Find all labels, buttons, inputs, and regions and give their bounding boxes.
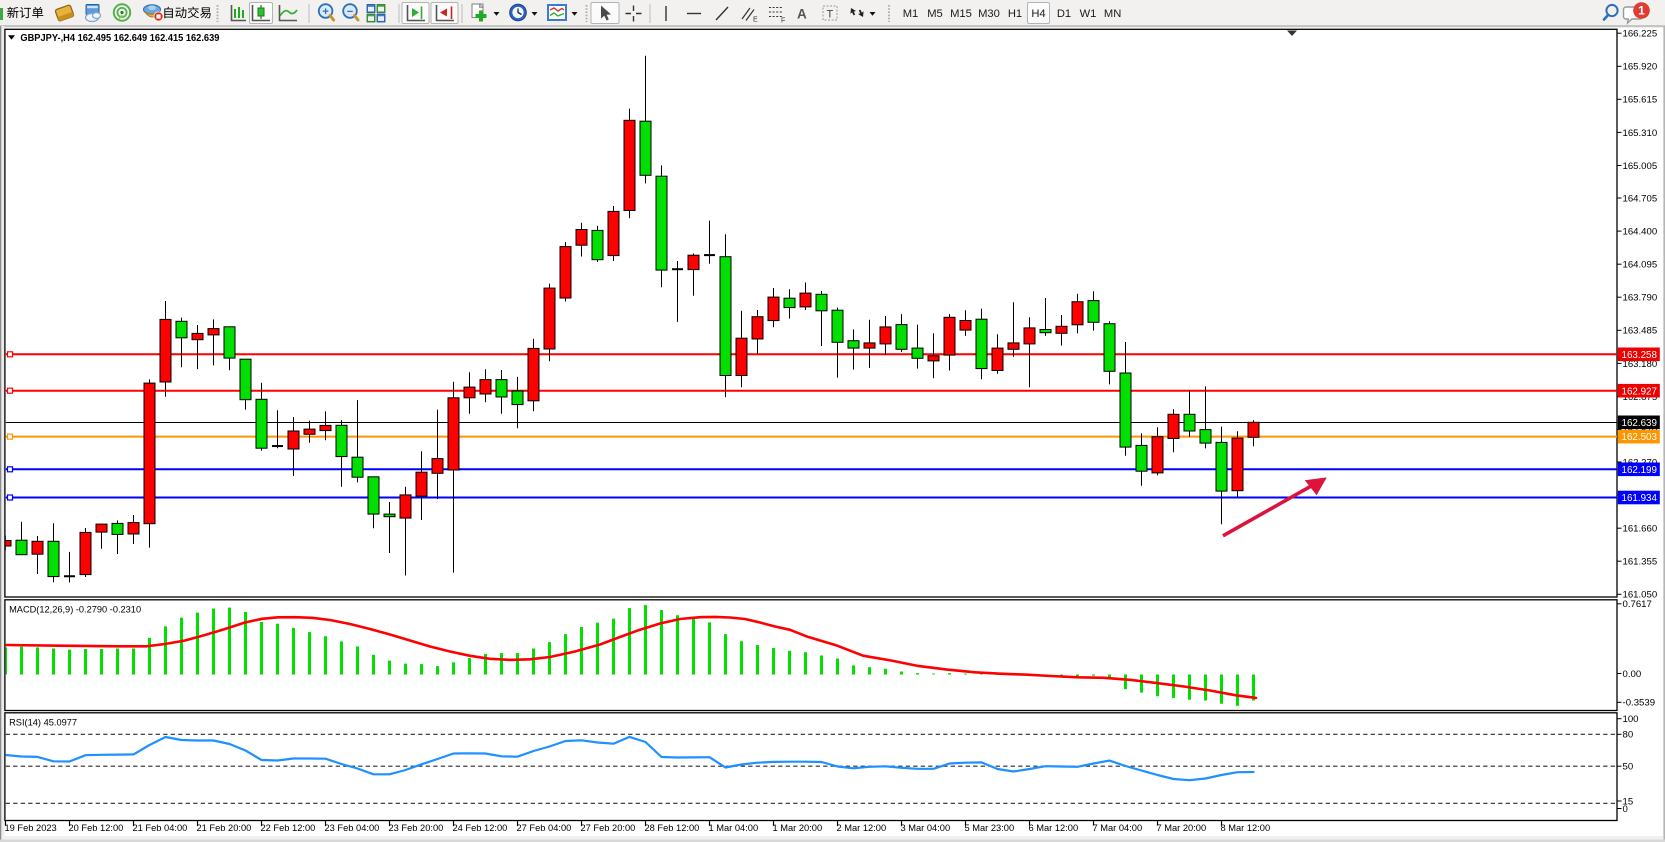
svg-text:165.005: 165.005 — [1623, 161, 1658, 172]
svg-text:161.660: 161.660 — [1623, 524, 1658, 535]
svg-text:162.503: 162.503 — [1622, 432, 1658, 443]
svg-text:7 Mar 20:00: 7 Mar 20:00 — [1157, 823, 1207, 833]
svg-text:8 Mar 12:00: 8 Mar 12:00 — [1221, 823, 1271, 833]
svg-text:T: T — [827, 9, 834, 21]
svg-text:50: 50 — [1623, 762, 1634, 773]
svg-text:M1: M1 — [903, 8, 919, 20]
svg-text:163.180: 163.180 — [1623, 359, 1658, 370]
svg-text:F: F — [781, 18, 785, 25]
svg-text:162.639: 162.639 — [1622, 418, 1657, 429]
svg-text:100: 100 — [1623, 714, 1639, 725]
svg-text:161.934: 161.934 — [1622, 493, 1658, 504]
svg-text:M30: M30 — [978, 8, 1000, 20]
svg-text:15: 15 — [1623, 796, 1634, 807]
svg-text:162.199: 162.199 — [1622, 465, 1657, 476]
svg-text:MACD(12,26,9) -0.2790 -0.2310: MACD(12,26,9) -0.2790 -0.2310 — [9, 603, 141, 614]
svg-text:23 Feb 20:00: 23 Feb 20:00 — [389, 823, 444, 833]
svg-text:163.485: 163.485 — [1623, 326, 1658, 337]
svg-text:164.705: 164.705 — [1623, 193, 1658, 204]
svg-text:161.355: 161.355 — [1623, 557, 1658, 568]
svg-text:RSI(14) 45.0977: RSI(14) 45.0977 — [9, 716, 77, 727]
svg-text:M15: M15 — [950, 8, 972, 20]
svg-text:+: + — [322, 6, 328, 18]
svg-text:27 Feb 04:00: 27 Feb 04:00 — [517, 823, 572, 833]
svg-text:21 Feb 04:00: 21 Feb 04:00 — [133, 823, 188, 833]
svg-text:1: 1 — [1638, 4, 1645, 18]
svg-text:A: A — [797, 7, 807, 22]
svg-text:80: 80 — [1623, 730, 1634, 741]
svg-text:2 Mar 12:00: 2 Mar 12:00 — [837, 823, 887, 833]
svg-text:164.400: 164.400 — [1623, 227, 1658, 238]
svg-text:164.095: 164.095 — [1623, 260, 1658, 271]
svg-text:D1: D1 — [1057, 8, 1071, 20]
svg-text:5 Mar 23:00: 5 Mar 23:00 — [965, 823, 1015, 833]
svg-text:E: E — [753, 17, 758, 24]
svg-text:M5: M5 — [927, 8, 943, 20]
svg-text:3 Mar 04:00: 3 Mar 04:00 — [901, 823, 951, 833]
svg-text:0.00: 0.00 — [1623, 669, 1642, 680]
svg-text:24 Feb 12:00: 24 Feb 12:00 — [453, 823, 508, 833]
svg-text:20 Feb 12:00: 20 Feb 12:00 — [69, 823, 124, 833]
svg-text:163.790: 163.790 — [1623, 293, 1658, 304]
svg-text:165.310: 165.310 — [1623, 128, 1658, 139]
svg-text:GBPJPY-,H4 162.495 162.649 16: GBPJPY-,H4 162.495 162.649 162.415 162.6… — [20, 32, 219, 44]
svg-text:21 Feb 20:00: 21 Feb 20:00 — [197, 823, 252, 833]
svg-text:22 Feb 12:00: 22 Feb 12:00 — [261, 823, 316, 833]
svg-text:23 Feb 04:00: 23 Feb 04:00 — [325, 823, 380, 833]
svg-text:19 Feb 2023: 19 Feb 2023 — [5, 823, 57, 833]
svg-text:27 Feb 20:00: 27 Feb 20:00 — [581, 823, 636, 833]
svg-text:−: − — [347, 6, 353, 18]
svg-text:7 Mar 04:00: 7 Mar 04:00 — [1093, 823, 1143, 833]
svg-text:165.920: 165.920 — [1623, 62, 1658, 73]
svg-text:162.927: 162.927 — [1622, 386, 1657, 397]
svg-text:165.615: 165.615 — [1623, 95, 1658, 106]
svg-text:MN: MN — [1104, 8, 1121, 20]
svg-text:0.7617: 0.7617 — [1623, 599, 1652, 610]
svg-text:0: 0 — [1623, 804, 1628, 815]
svg-text:H4: H4 — [1031, 8, 1045, 20]
svg-text:W1: W1 — [1080, 8, 1097, 20]
svg-text:H1: H1 — [1008, 8, 1022, 20]
svg-text:28 Feb 12:00: 28 Feb 12:00 — [645, 823, 700, 833]
svg-text:6 Mar 12:00: 6 Mar 12:00 — [1029, 823, 1079, 833]
svg-text:166.225: 166.225 — [1623, 29, 1658, 40]
svg-text:1 Mar 20:00: 1 Mar 20:00 — [773, 823, 823, 833]
svg-text:161.050: 161.050 — [1623, 590, 1658, 601]
svg-text:163.258: 163.258 — [1622, 350, 1658, 361]
svg-text:1 Mar 04:00: 1 Mar 04:00 — [709, 823, 759, 833]
svg-text:-0.3539: -0.3539 — [1623, 698, 1656, 709]
